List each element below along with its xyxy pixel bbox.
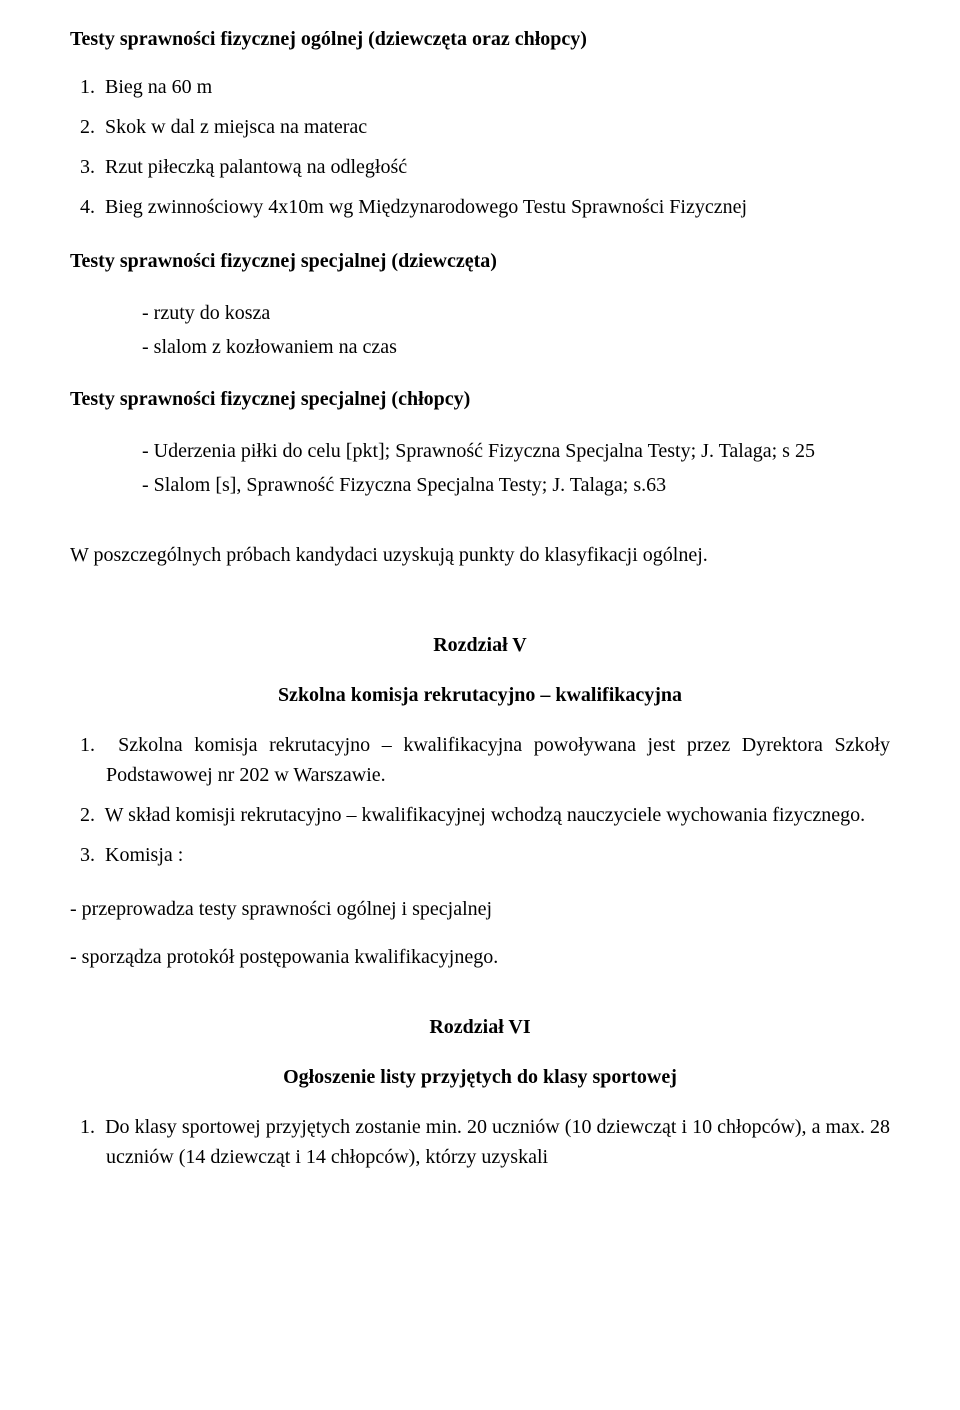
item-number: 1.: [80, 734, 95, 756]
chapter5-list: 1. Szkolna komisja rekrutacyjno – kwalif…: [70, 730, 890, 870]
chapter5-subtitle: Szkolna komisja rekrutacyjno – kwalifika…: [70, 680, 890, 710]
item-number: 3.: [80, 156, 95, 178]
item-text: Szkolna komisja rekrutacyjno – kwalifika…: [106, 734, 890, 786]
chapter6-list: 1. Do klasy sportowej przyjętych zostani…: [70, 1112, 890, 1172]
list-item: 1. Bieg na 60 m: [70, 72, 890, 102]
section2-heading: Testy sprawności fizycznej specjalnej (d…: [70, 246, 890, 276]
chapter6-subtitle: Ogłoszenie listy przyjętych do klasy spo…: [70, 1062, 890, 1092]
item-text: Skok w dal z miejsca na materac: [105, 116, 367, 138]
item-number: 3.: [80, 844, 95, 866]
chapter5-postline: - sporządza protokół postępowania kwalif…: [70, 942, 890, 972]
item-number: 1.: [80, 76, 95, 98]
item-number: 1.: [80, 1116, 95, 1138]
chapter5-postline: - przeprowadza testy sprawności ogólnej …: [70, 894, 890, 924]
item-text: Rzut piłeczką palantową na odległość: [105, 156, 407, 178]
section3-heading: Testy sprawności fizycznej specjalnej (c…: [70, 384, 890, 414]
item-text: W skład komisji rekrutacyjno – kwalifika…: [105, 804, 865, 826]
item-text: Bieg na 60 m: [105, 76, 212, 98]
item-number: 2.: [80, 116, 95, 138]
bullet-item: - Slalom [s], Sprawność Fizyczna Specjal…: [142, 470, 890, 500]
list-item: 3. Komisja :: [70, 840, 890, 870]
section2-bullets: - rzuty do kosza - slalom z kozłowaniem …: [70, 298, 890, 362]
scoring-paragraph: W poszczególnych próbach kandydaci uzysk…: [70, 540, 890, 570]
bullet-item: - Uderzenia piłki do celu [pkt]; Sprawno…: [142, 436, 890, 466]
chapter5-title: Rozdział V: [70, 630, 890, 660]
item-number: 4.: [80, 196, 95, 218]
bullet-item: - slalom z kozłowaniem na czas: [142, 332, 890, 362]
item-number: 2.: [80, 804, 95, 826]
list-item: 1. Do klasy sportowej przyjętych zostani…: [70, 1112, 890, 1172]
chapter6-title: Rozdział VI: [70, 1012, 890, 1042]
list-item: 1. Szkolna komisja rekrutacyjno – kwalif…: [70, 730, 890, 790]
list-item: 4. Bieg zwinnościowy 4x10m wg Międzynaro…: [70, 192, 890, 222]
list-item: 2. Skok w dal z miejsca na materac: [70, 112, 890, 142]
section3-bullets: - Uderzenia piłki do celu [pkt]; Sprawno…: [70, 436, 890, 500]
list-item: 2. W skład komisji rekrutacyjno – kwalif…: [70, 800, 890, 830]
list-item: 3. Rzut piłeczką palantową na odległość: [70, 152, 890, 182]
item-text: Do klasy sportowej przyjętych zostanie m…: [105, 1116, 890, 1168]
bullet-item: - rzuty do kosza: [142, 298, 890, 328]
item-text: Bieg zwinnościowy 4x10m wg Międzynarodow…: [105, 196, 747, 218]
section1-heading: Testy sprawności fizycznej ogólnej (dzie…: [70, 24, 890, 54]
section1-list: 1. Bieg na 60 m 2. Skok w dal z miejsca …: [70, 72, 890, 222]
item-text: Komisja :: [105, 844, 183, 866]
